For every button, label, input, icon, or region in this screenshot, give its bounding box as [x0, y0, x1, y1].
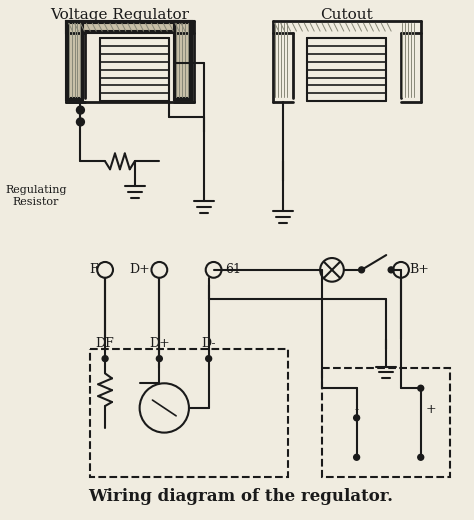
- Bar: [65, 21, 194, 33]
- Circle shape: [418, 385, 424, 391]
- Bar: [68, 23, 192, 31]
- Circle shape: [102, 356, 108, 361]
- Text: Cutout: Cutout: [320, 8, 373, 22]
- Circle shape: [388, 267, 394, 273]
- Circle shape: [76, 106, 84, 114]
- Circle shape: [418, 454, 424, 460]
- Circle shape: [206, 356, 211, 361]
- Bar: [91, 349, 288, 477]
- Circle shape: [76, 118, 84, 126]
- Bar: [65, 21, 83, 100]
- Text: Voltage Regulator: Voltage Regulator: [50, 8, 190, 22]
- Circle shape: [156, 356, 162, 361]
- Text: DF: DF: [96, 337, 115, 350]
- Text: D+: D+: [129, 263, 150, 276]
- Circle shape: [354, 454, 360, 460]
- Bar: [322, 369, 450, 477]
- Text: B+: B+: [409, 263, 428, 276]
- Circle shape: [354, 415, 360, 421]
- Circle shape: [359, 267, 365, 273]
- Text: D+: D+: [149, 337, 170, 350]
- Bar: [174, 21, 192, 100]
- Text: 61: 61: [225, 263, 241, 276]
- Text: -: -: [355, 404, 359, 417]
- Text: F: F: [89, 263, 98, 276]
- Text: D-: D-: [201, 337, 216, 350]
- Text: +: +: [425, 404, 436, 417]
- Bar: [176, 23, 190, 98]
- Text: Regulating
Resistor: Regulating Resistor: [5, 185, 67, 206]
- Text: Wiring diagram of the regulator.: Wiring diagram of the regulator.: [88, 488, 393, 505]
- Bar: [68, 23, 82, 98]
